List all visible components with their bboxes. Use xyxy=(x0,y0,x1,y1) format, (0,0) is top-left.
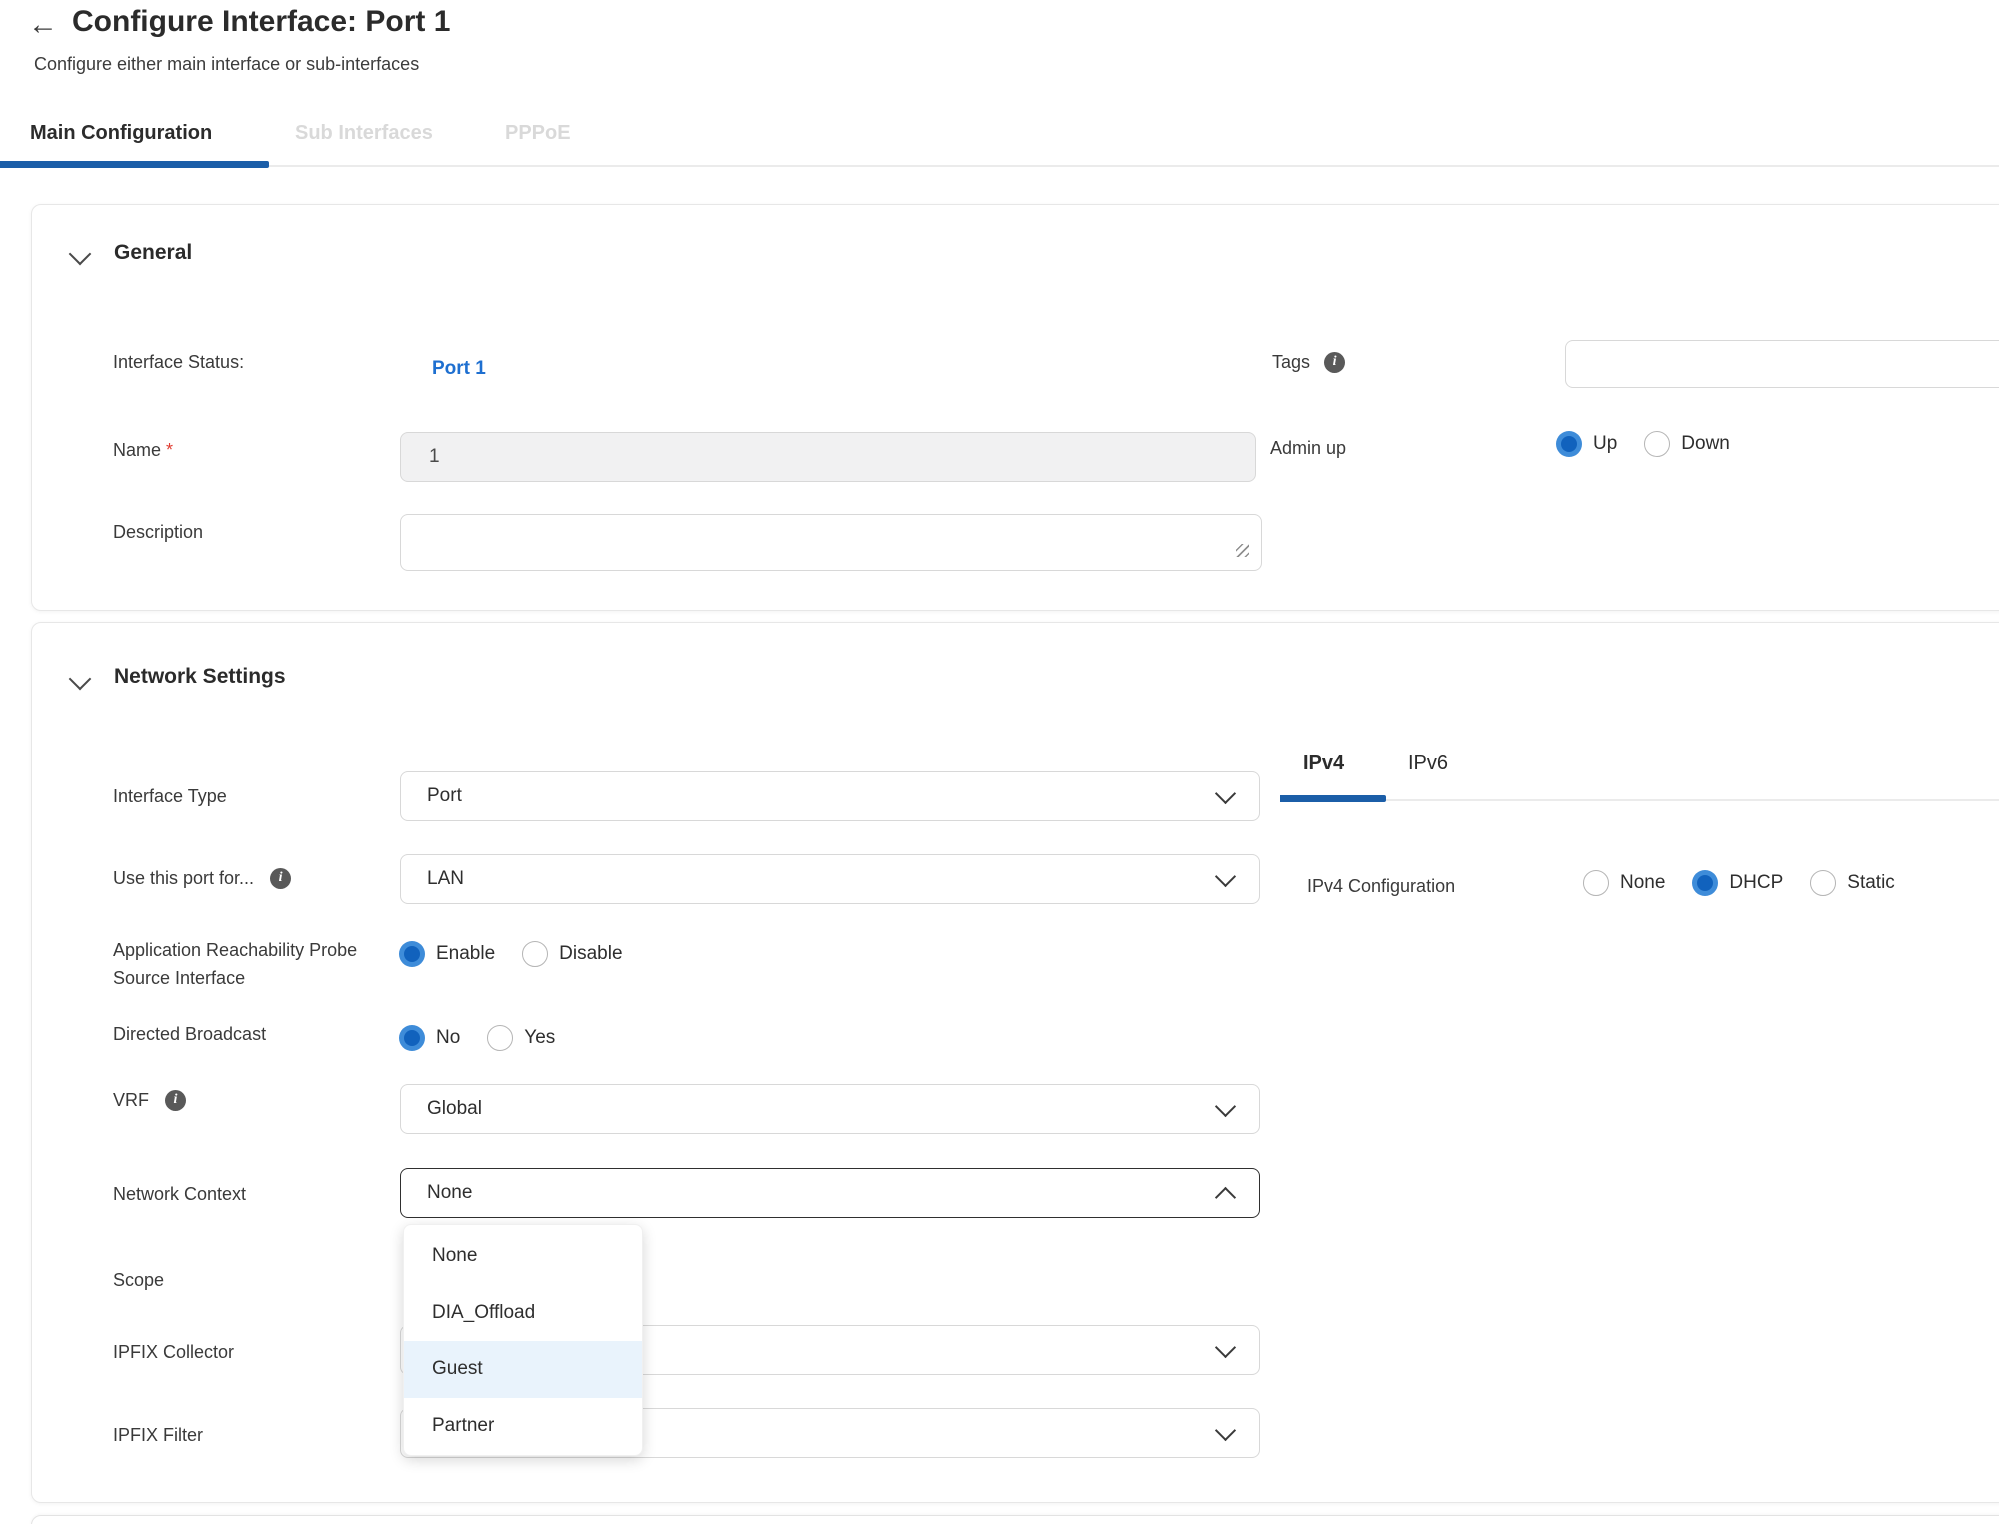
use-port-for-select[interactable]: LAN xyxy=(400,854,1260,904)
radio-disable[interactable] xyxy=(522,941,549,967)
vrf-label: VRF xyxy=(113,1090,149,1110)
network-settings-heading: Network Settings xyxy=(114,665,286,688)
tab-ipv4[interactable]: IPv4 xyxy=(1303,752,1345,774)
use-port-for-label: Use this port for... xyxy=(113,868,255,888)
network-context-value: None xyxy=(427,1182,473,1203)
network-context-label: Network Context xyxy=(113,1184,247,1204)
radio-yes[interactable] xyxy=(487,1025,514,1051)
chevron-down-icon xyxy=(1214,865,1237,887)
radio-up-label: Up xyxy=(1593,433,1618,454)
info-icon[interactable]: i xyxy=(165,1089,186,1111)
vrf-value: Global xyxy=(427,1098,482,1119)
back-arrow-icon[interactable]: ← xyxy=(28,8,58,41)
radio-ipv4-static-label: Static xyxy=(1847,872,1895,893)
admin-up-radio-group: Up Down xyxy=(1556,431,1730,457)
radio-enable-label: Enable xyxy=(436,943,496,964)
network-context-select[interactable]: None xyxy=(400,1168,1260,1218)
dropdown-option-dia-offload[interactable]: DIA_Offload xyxy=(432,1301,536,1323)
interface-type-value: Port xyxy=(427,785,462,806)
tab-ipv6[interactable]: IPv6 xyxy=(1408,752,1449,774)
ipfix-filter-label: IPFIX Filter xyxy=(113,1425,204,1445)
interface-status-label: Interface Status: xyxy=(113,352,245,372)
chevron-down-icon xyxy=(1214,1419,1237,1441)
radio-no-label: No xyxy=(436,1027,461,1048)
active-tab-underline xyxy=(0,161,269,168)
ipv4-tab-underline xyxy=(1280,795,1386,802)
ipfix-collector-label: IPFIX Collector xyxy=(113,1342,235,1362)
directed-broadcast-label: Directed Broadcast xyxy=(113,1024,267,1044)
radio-up[interactable] xyxy=(1556,431,1582,457)
tags-label: Tags xyxy=(1272,352,1311,372)
general-heading: General xyxy=(114,241,193,264)
tab-pppoe[interactable]: PPPoE xyxy=(505,122,571,144)
interface-type-select[interactable]: Port xyxy=(400,771,1260,821)
description-label: Description xyxy=(113,522,204,542)
dropdown-option-guest[interactable]: Guest xyxy=(404,1341,642,1398)
directed-broadcast-radio-group: No Yes xyxy=(399,1025,555,1051)
page-title: Configure Interface: Port 1 xyxy=(72,5,451,38)
admin-up-label: Admin up xyxy=(1270,438,1347,458)
vrf-select[interactable]: Global xyxy=(400,1084,1260,1134)
name-label: Name * xyxy=(113,440,174,460)
dropdown-option-partner[interactable]: Partner xyxy=(432,1414,495,1436)
use-port-for-value: LAN xyxy=(427,868,464,889)
ip-tabbar-divider xyxy=(1280,799,1999,801)
network-context-dropdown: None DIA_Offload Guest Partner xyxy=(403,1224,643,1456)
radio-yes-label: Yes xyxy=(524,1027,556,1048)
tabbar-divider xyxy=(0,165,1999,167)
radio-disable-label: Disable xyxy=(559,943,623,964)
radio-no[interactable] xyxy=(399,1025,425,1051)
chevron-down-icon xyxy=(1214,1336,1237,1358)
description-textarea[interactable] xyxy=(400,514,1262,571)
tags-input[interactable] xyxy=(1565,340,1999,388)
dropdown-option-none[interactable]: None xyxy=(432,1245,478,1267)
radio-ipv4-dhcp[interactable] xyxy=(1692,870,1719,896)
app-probe-label: Application Reachability Probe Source In… xyxy=(113,940,358,988)
resize-handle-icon[interactable] xyxy=(1236,544,1249,557)
app-probe-radio-group: Enable Disable xyxy=(399,941,623,967)
ipv4-config-radio-group: None DHCP Static xyxy=(1583,870,1895,896)
radio-down[interactable] xyxy=(1644,431,1671,457)
radio-ipv4-dhcp-label: DHCP xyxy=(1729,872,1784,893)
tab-sub-interfaces[interactable]: Sub Interfaces xyxy=(295,122,433,144)
info-icon[interactable]: i xyxy=(1324,351,1346,373)
chevron-up-icon xyxy=(1214,1186,1237,1208)
next-section-card xyxy=(31,1515,1999,1524)
required-asterisk: * xyxy=(166,440,174,460)
interface-status-link[interactable]: Port 1 xyxy=(432,358,486,379)
radio-down-label: Down xyxy=(1681,433,1730,454)
scope-label: Scope xyxy=(113,1270,165,1290)
radio-enable[interactable] xyxy=(399,941,425,967)
name-input[interactable] xyxy=(400,432,1256,482)
tab-main-configuration[interactable]: Main Configuration xyxy=(30,122,213,144)
interface-type-label: Interface Type xyxy=(113,786,227,806)
chevron-down-icon xyxy=(1214,1095,1237,1117)
info-icon[interactable]: i xyxy=(270,867,292,889)
page-subtitle: Configure either main interface or sub-i… xyxy=(34,54,420,74)
ipv4-configuration-label: IPv4 Configuration xyxy=(1307,876,1456,896)
chevron-down-icon xyxy=(1214,782,1237,804)
radio-ipv4-none[interactable] xyxy=(1583,870,1609,896)
radio-ipv4-static[interactable] xyxy=(1810,870,1837,896)
radio-ipv4-none-label: None xyxy=(1620,872,1666,893)
